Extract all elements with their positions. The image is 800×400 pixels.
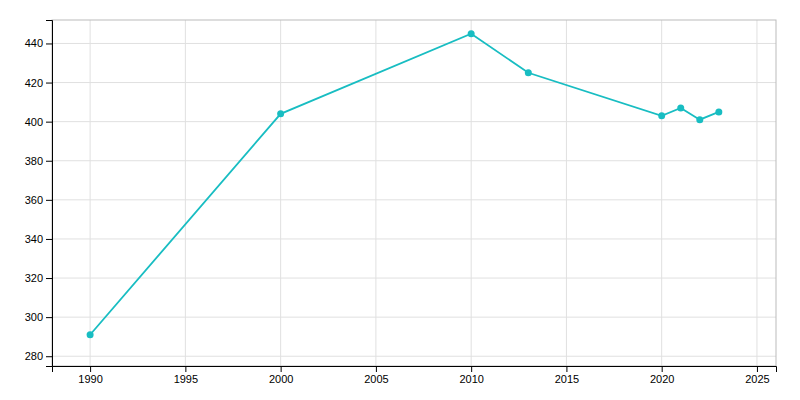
tick: 2025 (745, 366, 769, 385)
tick: 2020 (650, 366, 674, 385)
point (277, 110, 284, 117)
tick-mark (662, 366, 663, 372)
tick-label: 2010 (459, 373, 483, 385)
grid-line (375, 20, 376, 366)
grid-line (471, 20, 472, 366)
grid-line (661, 20, 662, 366)
tick-mark (46, 83, 52, 84)
tick-mark (46, 356, 52, 357)
tick-label: 280 (25, 350, 43, 362)
tick-label: 360 (25, 194, 43, 206)
tick-label: 2015 (555, 373, 579, 385)
tick-mark (471, 366, 472, 372)
tick-mark (46, 278, 52, 279)
point (87, 331, 94, 338)
grid-line (52, 317, 776, 318)
grid-line (52, 199, 776, 200)
tick-mark (281, 366, 282, 372)
axis-line (46, 21, 53, 367)
tick-mark (90, 366, 91, 372)
tick-label: 320 (25, 272, 43, 284)
tick-label: 2005 (364, 373, 388, 385)
chart: 1990 1995 2000 2005 2010 2015 2020 2025 280 300 32… (0, 0, 800, 400)
grid-line (185, 20, 186, 366)
grid-line (756, 20, 757, 366)
tick-mark (566, 366, 567, 372)
tick: 440 (25, 37, 52, 49)
tick: 2010 (459, 366, 483, 385)
tick-label: 2020 (650, 373, 674, 385)
tick: 360 (25, 194, 52, 206)
tick: 320 (25, 272, 52, 284)
tick-mark (757, 366, 758, 372)
grid-line (52, 278, 776, 279)
grid-line (52, 43, 776, 44)
grid (52, 20, 776, 366)
grid-line (566, 20, 567, 366)
grid-line (280, 20, 281, 366)
tick-label: 300 (25, 311, 43, 323)
tick: 2000 (269, 366, 293, 385)
tick: 340 (25, 233, 52, 245)
tick-mark (46, 43, 52, 44)
point (677, 104, 684, 111)
tick-mark (185, 366, 186, 372)
tick: 2015 (555, 366, 579, 385)
y-axis: 280 300 320 340 360 380 400 420 440 (25, 21, 53, 367)
grid-line (52, 160, 776, 161)
tick-mark (46, 122, 52, 123)
tick-mark (46, 317, 52, 318)
tick: 280 (25, 350, 52, 362)
point (525, 69, 532, 76)
tick-mark (46, 200, 52, 201)
tick-label: 380 (25, 155, 43, 167)
tick-label: 340 (25, 233, 43, 245)
tick-label: 1995 (174, 373, 198, 385)
tick: 2005 (364, 366, 388, 385)
tick-label: 2000 (269, 373, 293, 385)
point (658, 112, 665, 119)
tick-mark (376, 366, 377, 372)
plot-frame (52, 20, 776, 366)
plot: 1990 1995 2000 2005 2010 2015 2020 2025 280 300 32… (25, 20, 777, 385)
tick: 420 (25, 77, 52, 89)
tick: 1995 (174, 366, 198, 385)
grid-line (52, 238, 776, 239)
point (696, 116, 703, 123)
series (87, 30, 723, 338)
tick-label: 420 (25, 77, 43, 89)
grid-line (52, 82, 776, 83)
tick: 1990 (78, 366, 102, 385)
tick-label: 440 (25, 37, 43, 49)
tick-mark (46, 239, 52, 240)
line (90, 34, 719, 335)
grid-line (52, 121, 776, 122)
tick-mark (46, 161, 52, 162)
axis-line (53, 367, 777, 373)
tick: 380 (25, 155, 52, 167)
point (468, 30, 475, 37)
tick-label: 400 (25, 116, 43, 128)
tick-label: 2025 (745, 373, 769, 385)
point (715, 108, 722, 115)
tick-label: 1990 (78, 373, 102, 385)
grid-line (90, 20, 91, 366)
tick: 400 (25, 116, 52, 128)
grid-line (52, 356, 776, 357)
tick: 300 (25, 311, 52, 323)
x-axis: 1990 1995 2000 2005 2010 2015 2020 2025 (53, 366, 777, 385)
